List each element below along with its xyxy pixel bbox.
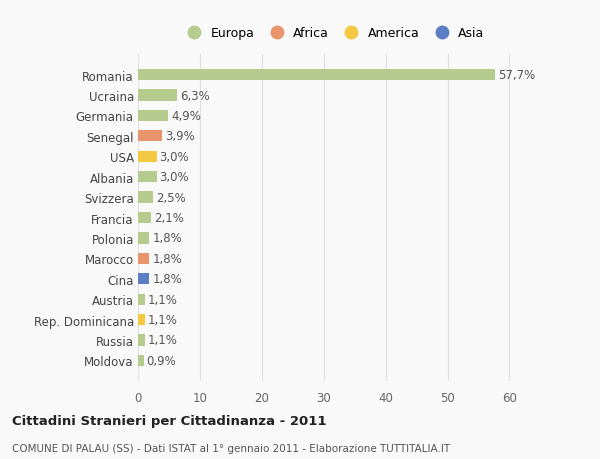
Text: 3,0%: 3,0% xyxy=(160,151,189,163)
Bar xyxy=(138,111,169,122)
Text: 1,1%: 1,1% xyxy=(148,313,178,326)
Text: 57,7%: 57,7% xyxy=(498,69,536,82)
Text: Cittadini Stranieri per Cittadinanza - 2011: Cittadini Stranieri per Cittadinanza - 2… xyxy=(12,414,326,428)
Bar xyxy=(138,213,151,224)
Bar xyxy=(138,70,495,81)
Bar xyxy=(138,172,157,183)
Text: 3,0%: 3,0% xyxy=(160,171,189,184)
Text: 3,9%: 3,9% xyxy=(165,130,195,143)
Text: 1,8%: 1,8% xyxy=(152,273,182,285)
Text: 4,9%: 4,9% xyxy=(172,110,202,123)
Bar xyxy=(138,314,145,325)
Bar xyxy=(138,355,143,366)
Bar xyxy=(138,335,145,346)
Text: 2,5%: 2,5% xyxy=(157,191,187,204)
Bar xyxy=(138,192,154,203)
Text: COMUNE DI PALAU (SS) - Dati ISTAT al 1° gennaio 2011 - Elaborazione TUTTITALIA.I: COMUNE DI PALAU (SS) - Dati ISTAT al 1° … xyxy=(12,443,450,453)
Text: 1,1%: 1,1% xyxy=(148,293,178,306)
Text: 1,8%: 1,8% xyxy=(152,252,182,265)
Text: 0,9%: 0,9% xyxy=(146,354,176,367)
Legend: Europa, Africa, America, Asia: Europa, Africa, America, Asia xyxy=(176,22,490,45)
Bar xyxy=(138,274,149,285)
Bar xyxy=(138,90,177,101)
Bar xyxy=(138,131,162,142)
Bar xyxy=(138,294,145,305)
Text: 1,1%: 1,1% xyxy=(148,334,178,347)
Text: 6,3%: 6,3% xyxy=(180,90,210,102)
Bar xyxy=(138,151,157,162)
Bar xyxy=(138,253,149,264)
Text: 1,8%: 1,8% xyxy=(152,232,182,245)
Bar xyxy=(138,233,149,244)
Text: 2,1%: 2,1% xyxy=(154,212,184,224)
